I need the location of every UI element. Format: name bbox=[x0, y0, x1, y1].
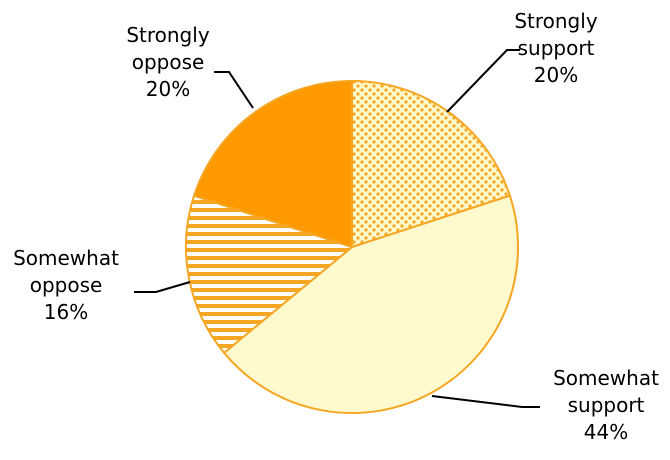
slice-category-label: oppose bbox=[30, 273, 103, 297]
leader-line bbox=[446, 49, 520, 113]
slice-category-label: Strongly bbox=[126, 23, 209, 47]
leader-lines bbox=[134, 49, 540, 408]
slice-value-label: 20% bbox=[534, 63, 578, 87]
slice-category-label: support bbox=[568, 393, 645, 417]
leader-line bbox=[134, 281, 191, 293]
slice-category-label: Somewhat bbox=[13, 246, 119, 270]
slice-label: Somewhat oppose 16% bbox=[13, 246, 119, 324]
pie-slice-strongly-support bbox=[351, 79, 512, 249]
leader-line bbox=[431, 395, 540, 408]
pie-slices bbox=[184, 79, 520, 414]
slice-category-label: oppose bbox=[132, 50, 205, 74]
slice-label: Strongly oppose 20% bbox=[126, 23, 209, 101]
slice-value-label: 44% bbox=[584, 420, 628, 444]
slice-category-label: Strongly bbox=[514, 9, 597, 33]
slice-category-label: Somewhat bbox=[553, 366, 659, 390]
pie-slice-somewhat-oppose bbox=[184, 194, 355, 355]
slice-value-label: 20% bbox=[146, 77, 190, 101]
slice-label: Strongly support 20% bbox=[514, 9, 597, 87]
slice-labels: Strongly support 20%Somewhat support 44%Some… bbox=[13, 9, 659, 444]
pie-slice-somewhat-support bbox=[222, 194, 520, 414]
slice-label: Somewhat support 44% bbox=[553, 366, 659, 444]
slice-value-label: 16% bbox=[44, 300, 88, 324]
slice-category-label: support bbox=[518, 36, 595, 60]
pie-slice-strongly-oppose bbox=[192, 79, 353, 249]
leader-line bbox=[214, 71, 254, 109]
